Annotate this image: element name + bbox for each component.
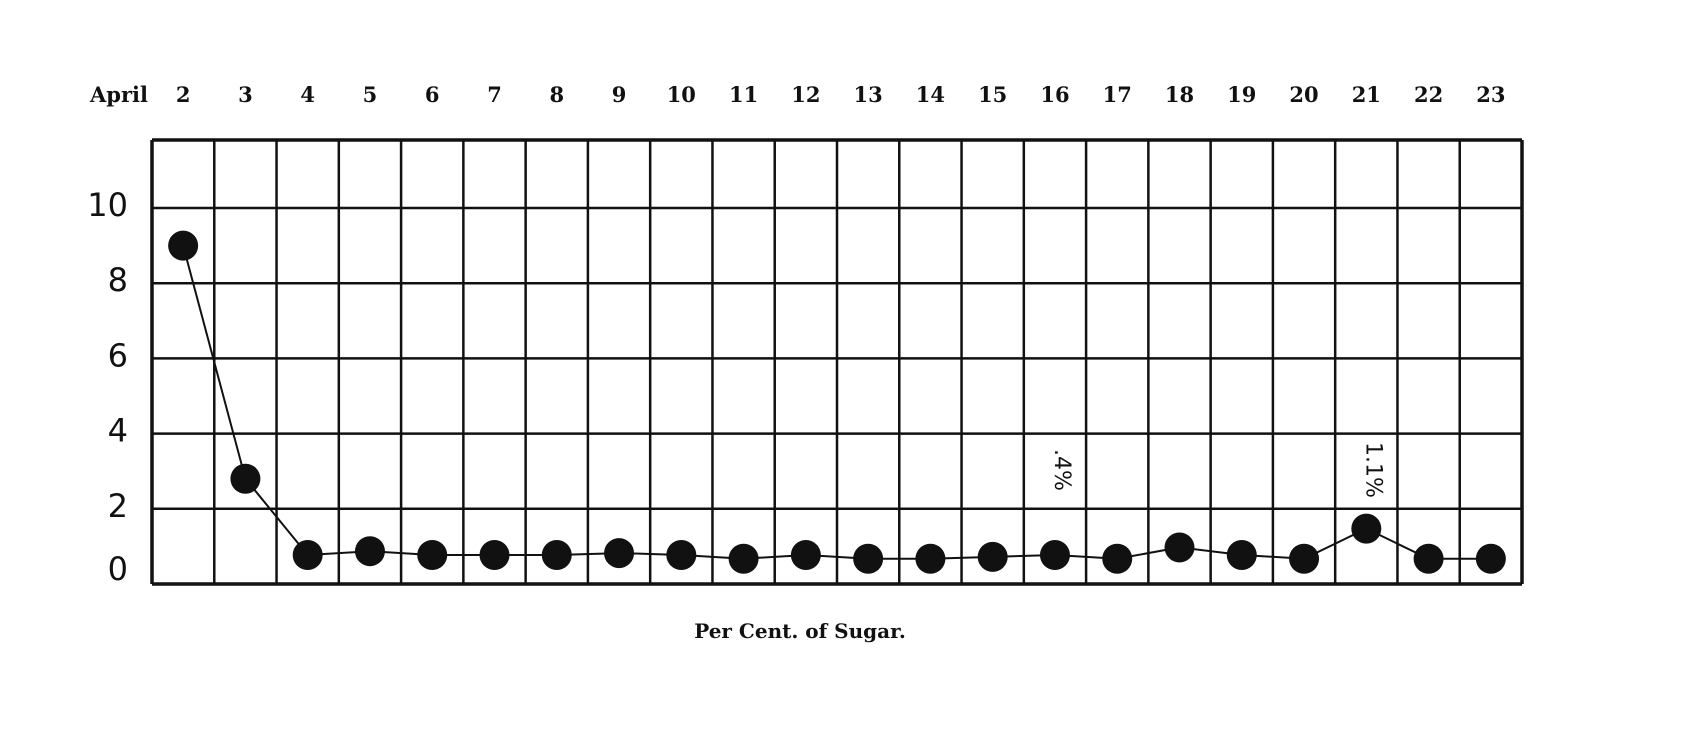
y-tick-label: 8 [108, 261, 128, 299]
data-point [1413, 543, 1444, 574]
annotations: .4% 1.1% [1049, 442, 1385, 498]
data-point [1475, 543, 1506, 574]
date-label: 17 [1103, 82, 1132, 107]
date-label: 15 [978, 82, 1007, 107]
data-point [354, 536, 385, 567]
annotation-label: 1.1% [1360, 442, 1385, 498]
y-tick-labels: 0 2 4 6 8 10 [87, 186, 128, 588]
date-label: 7 [487, 82, 502, 107]
date-label: 19 [1227, 82, 1256, 107]
date-label: 22 [1414, 82, 1443, 107]
date-label: 4 [300, 82, 315, 107]
date-label: 9 [612, 82, 627, 107]
data-point [915, 543, 946, 574]
date-labels: 2 3 4 5 6 7 8 9 10 11 12 13 14 15 16 17 18 19 20 21 22 23 [176, 82, 1506, 107]
y-tick-label: 4 [108, 412, 128, 450]
data-point [790, 539, 821, 570]
date-label: 2 [176, 82, 191, 107]
data-point [1102, 543, 1133, 574]
data-point [977, 541, 1008, 572]
chart-title: Per Cent. of Sugar. [694, 619, 906, 643]
date-label: 3 [238, 82, 253, 107]
data-point [230, 463, 261, 494]
date-label: 11 [729, 82, 758, 107]
grid [150, 138, 1524, 586]
date-label: 14 [916, 82, 945, 107]
date-label: 10 [667, 82, 696, 107]
date-label: 12 [791, 82, 820, 107]
data-point [1289, 543, 1320, 574]
data-point [417, 539, 448, 570]
y-tick-label: 10 [87, 186, 128, 224]
series-line [168, 230, 1506, 574]
data-point [292, 539, 323, 570]
y-tick-label: 0 [108, 550, 128, 588]
data-point [1351, 513, 1382, 544]
y-tick-label: 2 [108, 487, 128, 525]
annotation-label: .4% [1049, 449, 1074, 491]
data-point [728, 543, 759, 574]
data-point [1226, 539, 1257, 570]
date-label: 18 [1165, 82, 1194, 107]
data-point [168, 230, 199, 261]
data-point [541, 539, 572, 570]
data-point [1039, 539, 1070, 570]
y-tick-label: 6 [108, 336, 128, 374]
date-label: 20 [1289, 82, 1318, 107]
date-label: 8 [549, 82, 564, 107]
date-label: 13 [854, 82, 883, 107]
data-point [479, 539, 510, 570]
date-label: 5 [363, 82, 378, 107]
data-point [1164, 532, 1195, 563]
date-label: 6 [425, 82, 440, 107]
x-axis-label: April [89, 82, 148, 107]
series-path [182, 245, 1491, 560]
data-point [666, 539, 697, 570]
date-label: 16 [1040, 82, 1069, 107]
data-point [604, 538, 635, 569]
date-label: 21 [1352, 82, 1381, 107]
date-label: 23 [1476, 82, 1505, 107]
data-point [853, 543, 884, 574]
